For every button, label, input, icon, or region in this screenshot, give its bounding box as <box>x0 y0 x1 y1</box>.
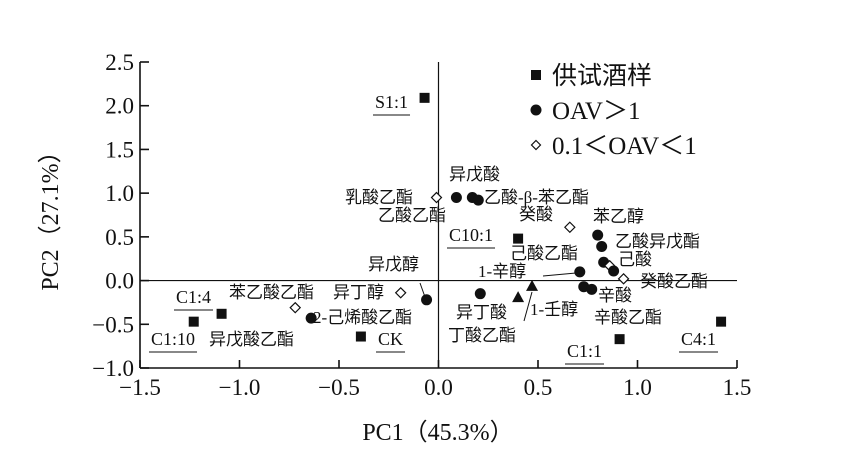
oav-gt1-marker <box>472 194 484 206</box>
triangle-marker <box>512 291 525 303</box>
compound-label: 丁酸乙酯 <box>448 326 516 345</box>
sample-label: C10:1 <box>449 225 493 245</box>
compound-label: 己酸 <box>618 250 652 269</box>
legend-square-icon <box>531 70 541 80</box>
x-tick-label: 1.5 <box>723 375 752 400</box>
legend-label: 0.1＜OAV＜1 <box>552 133 697 160</box>
compound-label: 苯乙醇 <box>593 207 644 226</box>
compound-label: 癸酸 <box>519 205 553 224</box>
sample-marker <box>216 308 227 319</box>
oav-gt1-marker <box>596 240 608 252</box>
compound-label: 苯乙酸乙酯 <box>229 283 314 302</box>
leader-line <box>419 282 426 298</box>
compound-label: 乙酸-β-苯乙酯 <box>484 188 589 207</box>
y-axis-title: PC2（27.1%） <box>38 139 64 290</box>
sample-marker <box>419 92 430 103</box>
x-tick-label: −1.0 <box>219 375 261 400</box>
axes: −1.5 −1.0 −0.5 0.0 0.5 1.0 1.52.52.01.51.00.50… <box>92 50 751 400</box>
sample-label: CK <box>378 329 403 349</box>
compound-label: 辛酸 <box>598 286 632 305</box>
compound-label: 辛酸乙酯 <box>594 308 662 327</box>
compound-label: 异戊酸 <box>449 165 500 184</box>
x-tick-label: 1.0 <box>623 375 652 400</box>
y-tick-label: 2.0 <box>105 94 134 119</box>
y-tick-label: 1.0 <box>105 181 134 206</box>
legend-label: OAV＞1 <box>552 98 640 125</box>
sample-marker <box>355 331 366 342</box>
y-tick-label: −1.0 <box>92 356 134 381</box>
sample-label: S1:1 <box>375 92 408 112</box>
oav-gt1-marker <box>450 192 462 204</box>
oav-01-1-marker <box>617 272 630 285</box>
y-tick-label: 1.5 <box>105 137 134 162</box>
leader-line <box>542 272 577 277</box>
sample-label: C4:1 <box>681 329 716 349</box>
legend-label: 供试酒样 <box>552 62 652 90</box>
y-tick-label: 0.5 <box>105 225 134 250</box>
oav-gt1-marker <box>474 288 486 300</box>
legend-circle-icon <box>530 104 542 116</box>
compound-label: 1-壬醇 <box>530 300 578 319</box>
y-tick-label: 2.5 <box>105 50 134 75</box>
compound-label: 1-辛醇 <box>478 262 526 281</box>
oav-gt1-marker <box>421 294 433 306</box>
oav-gt1-marker <box>305 312 317 324</box>
compound-label: 2-己烯酸乙酯 <box>313 308 412 327</box>
x-tick-label: −0.5 <box>318 375 360 400</box>
x-axis-title: PC1（45.3%） <box>362 420 513 446</box>
compound-label: 异丁醇 <box>333 283 384 302</box>
sample-label: C1:1 <box>567 341 602 361</box>
compound-label: 癸酸乙酯 <box>640 272 708 291</box>
sample-marker <box>513 233 524 244</box>
compound-label: 乙酸异戊酯 <box>615 232 700 251</box>
compound-label: 乙酸乙酯 <box>378 206 446 225</box>
legend: 供试酒样 OAV＞1 0.1＜OAV＜1 <box>530 62 697 160</box>
compound-label: 异戊酸乙酯 <box>209 330 294 349</box>
leader-line <box>523 291 533 322</box>
sample-marker <box>188 316 199 327</box>
oav-01-1-marker <box>563 221 576 234</box>
sample-marker <box>716 316 727 327</box>
oav-gt1-marker <box>586 283 598 295</box>
compound-label: 异戊醇 <box>368 255 419 274</box>
oav-01-1-marker <box>430 191 443 204</box>
y-tick-label: −0.5 <box>92 312 134 337</box>
legend-diamond-icon <box>530 139 542 151</box>
triangle-marker <box>526 279 539 291</box>
sample-label: C1:10 <box>151 329 195 349</box>
compound-label: 乳酸乙酯 <box>345 188 413 207</box>
oav-gt1-marker <box>608 265 620 277</box>
sample-label: C1:4 <box>176 287 211 307</box>
oav-gt1-marker <box>592 229 604 241</box>
data-points <box>188 92 727 345</box>
x-tick-label: 0.5 <box>524 375 553 400</box>
compound-label: 异丁酸 <box>456 303 507 322</box>
compound-label: 己酸乙酯 <box>510 244 578 263</box>
sample-marker <box>614 334 625 345</box>
oav-gt1-marker <box>574 266 586 278</box>
oav-01-1-marker <box>394 286 407 299</box>
y-tick-label: 0.0 <box>105 269 134 294</box>
x-tick-label: −1.5 <box>119 375 161 400</box>
x-tick-label: 0.0 <box>424 375 453 400</box>
oav-01-1-marker <box>289 301 302 314</box>
